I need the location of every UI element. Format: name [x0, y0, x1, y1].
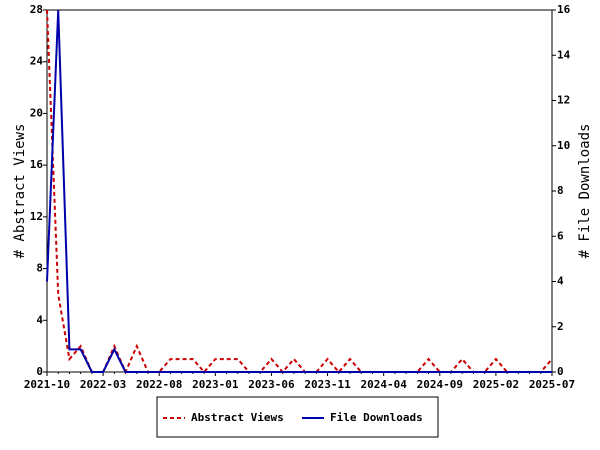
plot-area	[46, 9, 553, 373]
series-line	[46, 9, 553, 375]
y-tick-label: 0	[36, 365, 43, 378]
y-tick-label: 8	[36, 262, 43, 275]
y-tick-label: 28	[30, 3, 43, 16]
y2-tick-label: 16	[557, 3, 571, 16]
y2-tick-label: 0	[557, 365, 564, 378]
y-tick-label: 16	[30, 158, 44, 171]
y-tick-label: 20	[30, 106, 43, 119]
x-tick-label: 2024-09	[417, 378, 463, 391]
x-tick-label: 2023-01	[192, 378, 239, 391]
y-tick-label: 12	[30, 210, 43, 223]
y2-tick-label: 4	[557, 275, 564, 288]
series-line	[46, 9, 552, 373]
y2-tick-label: 2	[557, 320, 564, 333]
y2-tick-label: 12	[557, 94, 570, 107]
y2-tick-label: 8	[557, 184, 564, 197]
x-tick-label: 2023-11	[304, 378, 351, 391]
y2-tick-label: 6	[557, 229, 564, 242]
y-tick-label: 24	[30, 55, 44, 68]
legend-label: File Downloads	[330, 411, 423, 424]
x-tick-label: 2025-02	[473, 378, 519, 391]
y-axis-label: # Abstract Views	[12, 124, 28, 259]
y2-tick-label: 14	[557, 48, 571, 61]
x-tick-label: 2025-07	[529, 378, 575, 391]
x-tick-label: 2021-10	[24, 378, 70, 391]
legend-label: Abstract Views	[191, 411, 284, 424]
legend-box	[156, 396, 439, 438]
x-tick-label: 2022-08	[136, 378, 182, 391]
x-tick-label: 2023-06	[248, 378, 295, 391]
x-tick-label: 2022-03	[80, 378, 126, 391]
y2-axis-label: # File Downloads	[577, 124, 593, 259]
y-tick-label: 4	[36, 313, 43, 326]
y2-tick-label: 10	[557, 139, 570, 152]
x-tick-label: 2024-04	[360, 378, 407, 391]
